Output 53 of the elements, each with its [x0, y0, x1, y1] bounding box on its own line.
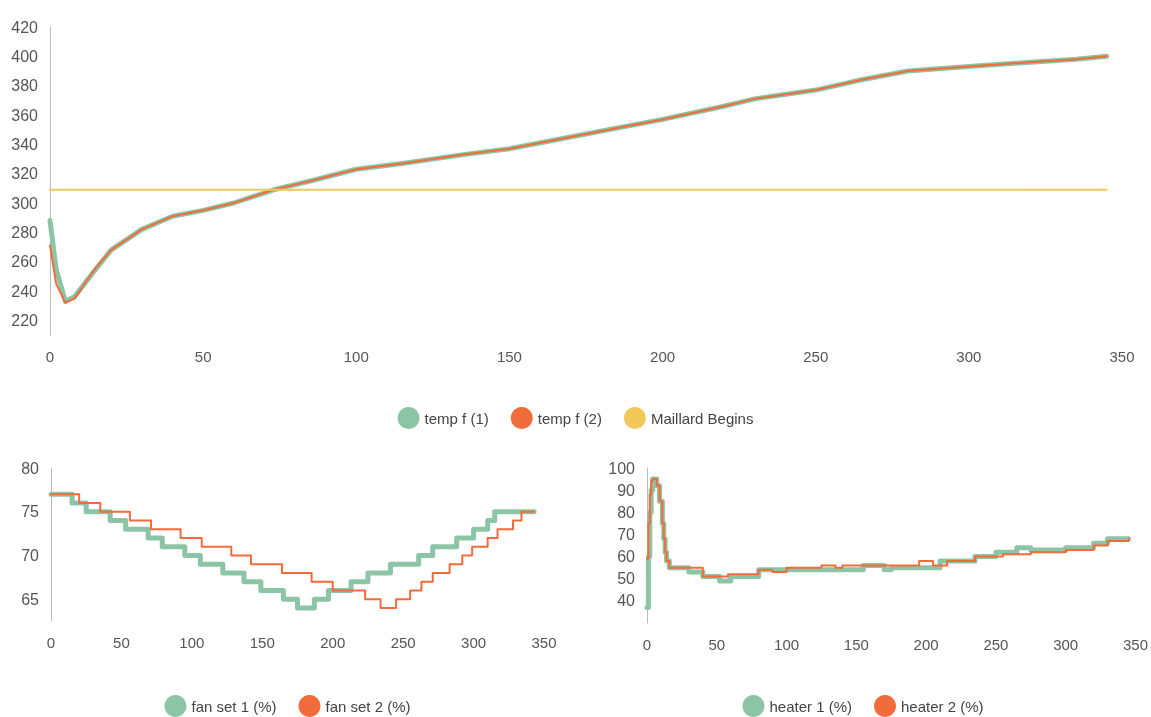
legend-label: temp f (1) [424, 409, 489, 427]
x-tick-label: 300 [1053, 636, 1079, 653]
y-tick-label: 340 [11, 135, 39, 153]
y-tick-label: 50 [617, 570, 636, 588]
x-tick-label: 50 [708, 636, 726, 653]
x-tick-label: 150 [249, 634, 275, 651]
y-tick-label: 90 [617, 481, 636, 499]
x-tick-label: 100 [179, 634, 205, 651]
y-tick-label: 65 [21, 590, 40, 608]
legend-label: fan set 2 (%) [325, 697, 411, 715]
legend-label: heater 1 (%) [769, 697, 853, 715]
x-tick-label: 0 [46, 634, 56, 651]
y-tick-label: 80 [21, 459, 40, 477]
y-tick-label: 70 [21, 546, 40, 564]
y-tick-label: 360 [11, 106, 39, 124]
x-tick-label: 200 [913, 636, 939, 653]
x-tick-label: 150 [496, 348, 522, 365]
x-tick-label: 200 [650, 348, 676, 365]
x-tick-label: 250 [390, 634, 416, 651]
y-tick-label: 400 [11, 47, 39, 65]
x-tick-label: 0 [45, 348, 55, 365]
x-tick-label: 350 [1109, 348, 1135, 365]
x-tick-label: 250 [983, 636, 1009, 653]
y-tick-label: 60 [617, 548, 636, 566]
y-tick-label: 80 [617, 503, 636, 521]
legend-label: temp f (2) [537, 409, 602, 427]
x-tick-label: 350 [1122, 636, 1148, 653]
y-tick-label: 100 [608, 459, 636, 477]
x-tick-label: 100 [343, 348, 369, 365]
y-tick-label: 300 [11, 194, 39, 212]
y-tick-label: 420 [11, 18, 39, 36]
x-tick-label: 100 [774, 636, 800, 653]
x-tick-label: 50 [194, 348, 212, 365]
x-tick-label: 300 [461, 634, 487, 651]
legend-label: heater 2 (%) [901, 697, 984, 715]
x-tick-label: 200 [320, 634, 346, 651]
legend-label: fan set 1 (%) [191, 697, 277, 715]
x-tick-label: 250 [803, 348, 829, 365]
legend-label: Maillard Begins [650, 409, 754, 427]
y-tick-label: 380 [11, 77, 39, 95]
x-tick-label: 150 [843, 636, 869, 653]
y-tick-label: 260 [11, 253, 39, 271]
y-tick-label: 280 [11, 223, 39, 241]
y-tick-label: 240 [11, 282, 39, 300]
y-tick-label: 70 [617, 525, 636, 543]
x-tick-label: 0 [642, 636, 652, 653]
y-tick-label: 320 [11, 165, 39, 183]
y-tick-label: 220 [11, 311, 39, 329]
x-tick-label: 350 [531, 634, 557, 651]
y-tick-label: 40 [617, 592, 636, 610]
x-tick-label: 300 [956, 348, 982, 365]
y-tick-label: 75 [21, 503, 40, 521]
x-tick-label: 50 [113, 634, 130, 651]
